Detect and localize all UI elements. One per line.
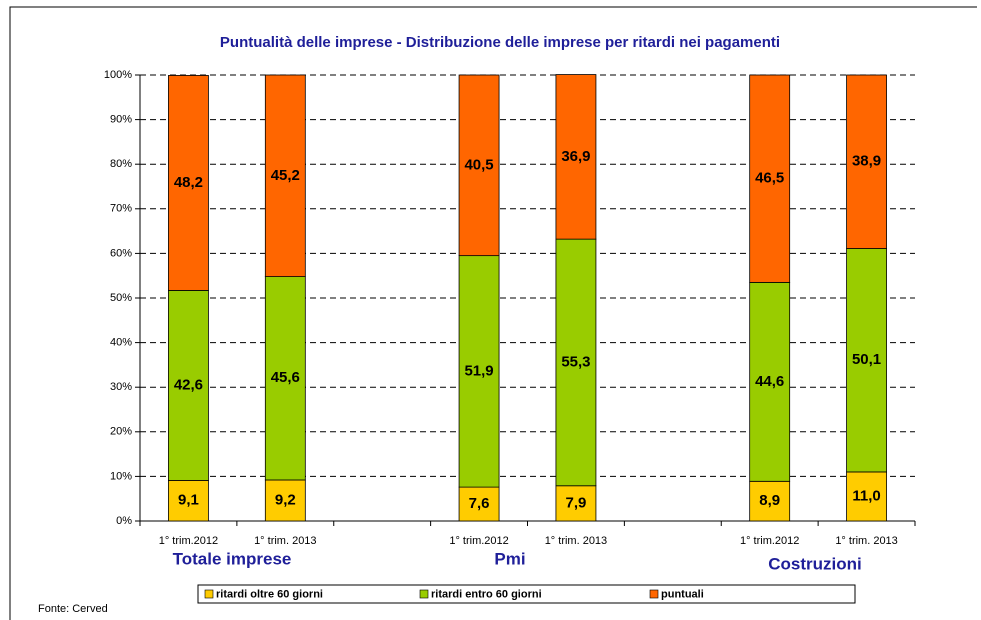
y-tick-label: 50% — [110, 292, 132, 304]
x-tick-label: 1° trim. 2013 — [254, 535, 316, 547]
legend-swatch — [204, 589, 214, 599]
data-label: 36,9 — [561, 148, 590, 165]
data-label: 38,9 — [852, 153, 881, 170]
data-label: 42,6 — [174, 376, 203, 393]
group-label: Costruzioni — [768, 554, 862, 573]
data-label: 11,0 — [852, 487, 880, 504]
data-label: 45,6 — [271, 369, 300, 386]
bar-segment — [264, 479, 306, 522]
y-tick-label: 70% — [110, 203, 132, 215]
y-tick-label: 0% — [116, 515, 132, 527]
bar-segment — [749, 74, 791, 283]
bar-segment — [846, 74, 887, 249]
data-label: 7,6 — [469, 495, 490, 512]
chart-title: Puntualità delle imprese - Distribuzione… — [220, 34, 780, 51]
bar-segment — [555, 238, 597, 487]
x-tick-label: 1° trim. 2013 — [835, 535, 897, 547]
y-tick-label: 40% — [110, 337, 132, 349]
data-label: 9,2 — [275, 491, 296, 508]
data-label: 45,2 — [271, 167, 300, 184]
group-label: Totale imprese — [173, 549, 292, 568]
data-label: 44,6 — [755, 373, 784, 390]
bar-segment — [264, 74, 306, 277]
bar-segment — [749, 281, 791, 482]
y-tick-label: 10% — [110, 470, 132, 482]
data-label: 7,9 — [566, 494, 587, 511]
y-tick-label: 30% — [110, 381, 132, 393]
source: Fonte: Cerved — [38, 603, 108, 615]
x-tick-label: 1° trim.2012 — [740, 535, 799, 547]
data-label: 51,9 — [464, 362, 493, 379]
bar-segment — [846, 471, 887, 522]
bar-segment — [264, 276, 306, 481]
bar-segment — [846, 248, 887, 473]
data-label: 8,9 — [759, 492, 780, 509]
y-tick-label: 80% — [110, 158, 132, 170]
legend-label: ritardi entro 60 giorni — [431, 588, 542, 600]
bar-segment — [168, 290, 209, 481]
legend-swatch — [649, 589, 659, 599]
data-label: 46,5 — [755, 170, 784, 187]
x-tick-label: 1° trim. 2013 — [545, 535, 607, 547]
data-label: 50,1 — [852, 351, 881, 368]
y-tick-label: 90% — [110, 114, 132, 126]
legend-label: ritardi oltre 60 giorni — [216, 588, 323, 600]
bar-segment — [458, 74, 500, 257]
bar-segment — [458, 255, 500, 488]
group-label: Pmi — [494, 549, 525, 568]
y-tick-label: 100% — [104, 69, 132, 81]
bar-segment — [749, 480, 791, 522]
data-label: 55,3 — [561, 353, 590, 370]
data-label: 9,1 — [178, 492, 199, 509]
data-label: 40,5 — [464, 156, 493, 173]
legend-label: puntuali — [661, 588, 704, 600]
bar-segment — [555, 74, 597, 240]
y-tick-label: 60% — [110, 247, 132, 259]
x-tick-label: 1° trim.2012 — [449, 535, 508, 547]
y-tick-label: 20% — [110, 426, 132, 438]
legend-box — [197, 584, 856, 604]
data-label: 48,2 — [174, 174, 203, 191]
bar-segment — [555, 485, 597, 522]
frame — [9, 6, 977, 620]
legend-swatch — [419, 589, 429, 599]
bar-segment — [168, 75, 209, 291]
x-tick-label: 1° trim.2012 — [159, 535, 218, 547]
